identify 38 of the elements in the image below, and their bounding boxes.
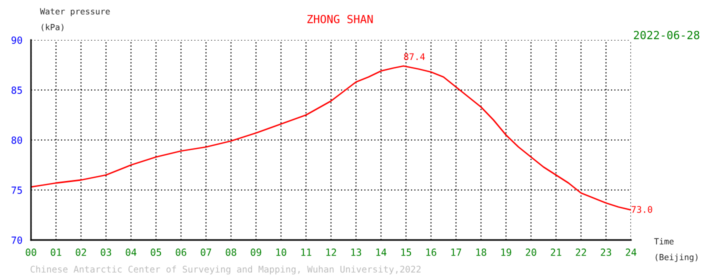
y-tick-label: 90 (12, 36, 22, 44)
x-tick-label: 18 (476, 248, 486, 256)
y-axis-title: Water pressure (kPa) (40, 8, 110, 32)
annotation: 87.4 (404, 53, 425, 60)
x-tick-label: 14 (376, 248, 386, 256)
x-tick-label: 01 (50, 248, 62, 256)
x-tick-label: 20 (526, 248, 536, 256)
x-tick-label: 24 (626, 248, 636, 256)
x-tick-label: 13 (351, 248, 362, 256)
x-tick-label: 08 (226, 248, 236, 256)
x-tick-label: 11 (301, 248, 312, 256)
text: Chinese Antarctic Center of Surveying and Mapping, Wuhan University,2022 (30, 266, 421, 274)
x-tick-label: 15 (401, 248, 412, 256)
y-tick-label: 75 (12, 186, 22, 194)
y-tick-label: 70 (12, 236, 22, 244)
y-tick-label: 80 (12, 136, 22, 144)
x-tick-label: 03 (100, 248, 112, 256)
x-tick-label: 17 (451, 248, 462, 256)
x-tick-label: 07 (200, 248, 212, 256)
annotation: 73.0 (632, 206, 652, 213)
x-tick-label: 23 (600, 248, 612, 256)
x-tick-label: 04 (126, 248, 136, 256)
x-axis-title: Time (Beijing) (654, 238, 698, 262)
x-tick-label: 19 (501, 248, 512, 256)
x-tick-label: 05 (150, 248, 162, 256)
x-tick-label: 02 (76, 248, 86, 256)
line-series (31, 65, 631, 211)
x-tick-label: 09 (250, 248, 262, 256)
x-tick-label: 00 (26, 248, 36, 256)
text: 2022-06-28 (634, 30, 700, 40)
x-tick-label: 22 (576, 248, 586, 256)
x-tick-label: 10 (276, 248, 286, 256)
x-tick-label: 06 (176, 248, 186, 256)
x-tick-label: 21 (550, 248, 562, 256)
x-tick-label: 12 (326, 248, 336, 256)
y-tick-label: 85 (12, 86, 22, 94)
chart-title: ZHONG SHAN (307, 14, 373, 24)
x-tick-label: 16 (426, 248, 436, 256)
